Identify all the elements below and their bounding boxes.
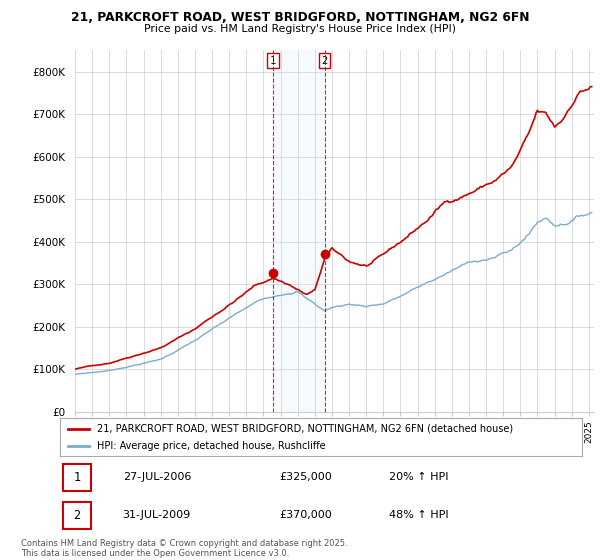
Text: 48% ↑ HPI: 48% ↑ HPI xyxy=(389,510,448,520)
Text: HPI: Average price, detached house, Rushcliffe: HPI: Average price, detached house, Rush… xyxy=(97,441,325,451)
Text: 2: 2 xyxy=(322,56,328,66)
Text: 2: 2 xyxy=(73,508,80,522)
Text: Price paid vs. HM Land Registry's House Price Index (HPI): Price paid vs. HM Land Registry's House … xyxy=(144,24,456,34)
Text: 31-JUL-2009: 31-JUL-2009 xyxy=(122,510,191,520)
Text: £325,000: £325,000 xyxy=(279,472,332,482)
FancyBboxPatch shape xyxy=(62,464,91,491)
FancyBboxPatch shape xyxy=(62,502,91,529)
Text: Contains HM Land Registry data © Crown copyright and database right 2025.
This d: Contains HM Land Registry data © Crown c… xyxy=(21,539,347,558)
Text: 20% ↑ HPI: 20% ↑ HPI xyxy=(389,472,448,482)
Text: 1: 1 xyxy=(73,471,80,484)
Bar xyxy=(273,50,325,412)
Text: 1: 1 xyxy=(270,56,277,66)
Text: 21, PARKCROFT ROAD, WEST BRIDGFORD, NOTTINGHAM, NG2 6FN: 21, PARKCROFT ROAD, WEST BRIDGFORD, NOTT… xyxy=(71,11,529,24)
Text: £370,000: £370,000 xyxy=(279,510,332,520)
Text: 21, PARKCROFT ROAD, WEST BRIDGFORD, NOTTINGHAM, NG2 6FN (detached house): 21, PARKCROFT ROAD, WEST BRIDGFORD, NOTT… xyxy=(97,423,512,433)
Text: 27-JUL-2006: 27-JUL-2006 xyxy=(122,472,191,482)
